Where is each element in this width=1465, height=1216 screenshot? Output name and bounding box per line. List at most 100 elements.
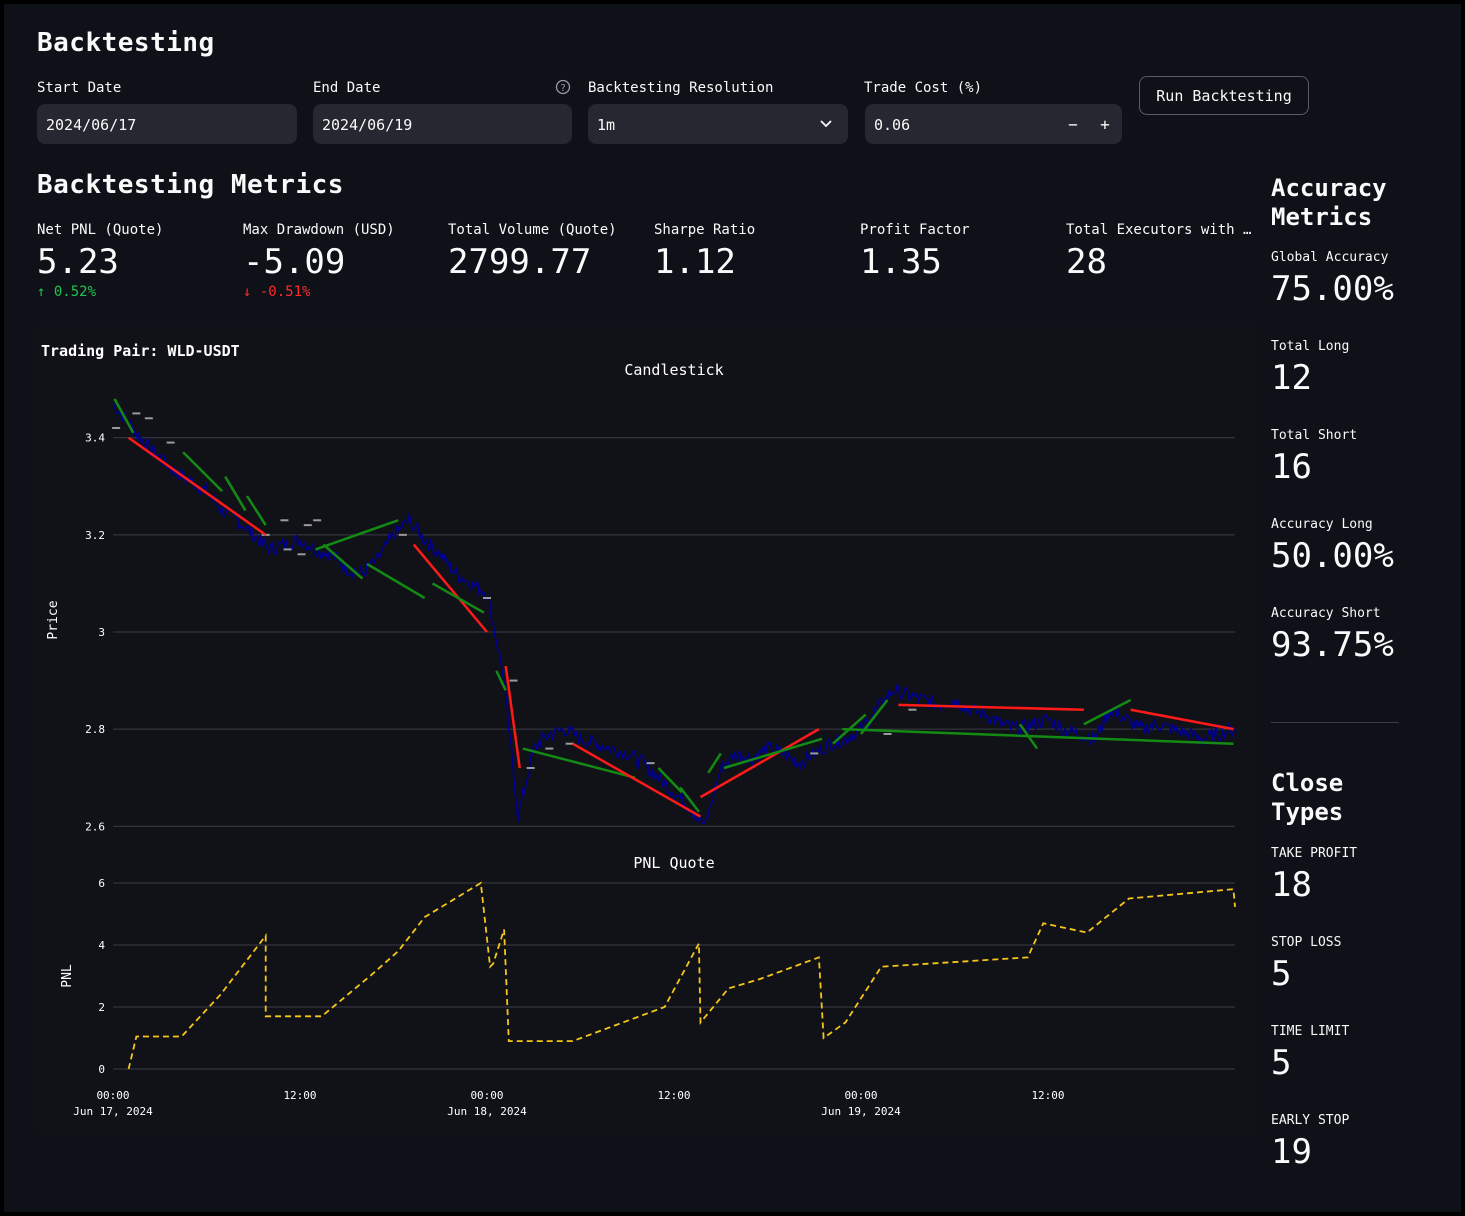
executor-short — [127, 436, 267, 536]
trade-cost-input[interactable]: 0.06 — [865, 104, 1122, 144]
metric-delta: ↓ -0.51% — [243, 284, 311, 300]
level-markers — [112, 412, 917, 769]
pnl-y-ticks: 6 4 2 0 — [98, 877, 105, 1076]
acc-total-short: Total Short 16 — [1271, 428, 1396, 487]
acc-label: Accuracy Short — [1271, 606, 1381, 621]
executor-long — [723, 737, 823, 770]
accuracy-title: Accuracy Metrics — [1271, 174, 1387, 231]
pnl-gridlines — [113, 882, 1235, 1070]
x-tick-sublabel: Jun 18, 2024 — [447, 1105, 527, 1118]
y-tick-label: 3 — [98, 626, 105, 639]
metric-delta: ↑ 0.52% — [37, 284, 97, 300]
acc-value: 93.75% — [1271, 625, 1394, 665]
x-tick-sublabel: Jun 19, 2024 — [821, 1105, 901, 1118]
metric-total-volume: Total Volume (Quote) 2799.77 — [448, 222, 638, 282]
resolution-select[interactable]: 1m — [588, 104, 848, 144]
trade-cost-label: Trade Cost (%) — [864, 80, 983, 96]
executor-long — [366, 562, 426, 600]
metric-label: Max Drawdown (USD) — [243, 222, 395, 238]
x-tick-label: 00:00 — [96, 1089, 129, 1102]
close-take-profit: TAKE PROFIT 18 — [1271, 846, 1396, 905]
metric-value: 1.12 — [654, 242, 736, 282]
x-tick-label: 12:00 — [1031, 1089, 1064, 1102]
close-time-limit: TIME LIMIT 5 — [1271, 1024, 1396, 1083]
executor-long — [860, 699, 889, 735]
executor-short — [412, 543, 488, 633]
metric-label: Sharpe Ratio — [654, 222, 756, 238]
acc-accuracy-short: Accuracy Short 93.75% — [1271, 606, 1396, 665]
start-date-label: Start Date — [37, 80, 122, 96]
executor-short — [572, 742, 702, 818]
acc-value: 16 — [1271, 447, 1312, 487]
metric-total-executors: Total Executors with Position 28 — [1066, 222, 1252, 282]
close-label: TIME LIMIT — [1271, 1024, 1350, 1039]
metric-value: 1.35 — [860, 242, 942, 282]
page-title: Backtesting — [37, 28, 215, 58]
close-value: 18 — [1271, 865, 1312, 905]
executor-long — [322, 543, 364, 580]
y-tick-label: 2.8 — [85, 723, 105, 736]
increment-button[interactable]: + — [1100, 115, 1110, 134]
executor-long — [842, 727, 1234, 745]
executor-long — [707, 752, 722, 774]
resolution-label: Backtesting Resolution — [588, 80, 774, 96]
help-icon[interactable]: ? — [555, 79, 571, 95]
end-date-label: End Date — [313, 80, 381, 96]
metric-label: Total Executors with Position — [1066, 222, 1252, 238]
executor-long — [1083, 698, 1132, 726]
end-date-input[interactable]: 2024/06/19 — [313, 104, 572, 144]
price-gridlines — [113, 437, 1235, 827]
trading-pair-label: Trading Pair: WLD-USDT — [41, 342, 240, 360]
pnl-axis-label: PNL — [60, 964, 75, 988]
metric-profit-factor: Profit Factor 1.35 — [860, 222, 1050, 282]
x-tick-label: 00:00 — [470, 1089, 503, 1102]
close-label: TAKE PROFIT — [1271, 846, 1358, 861]
price-line — [112, 403, 1236, 826]
acc-label: Total Short — [1271, 428, 1358, 443]
acc-label: Total Long — [1271, 339, 1350, 354]
candlestick-title: Candlestick — [624, 361, 723, 379]
x-ticks: 00:00 Jun 17, 2024 12:00 00:00 Jun 18, 2024 1… — [73, 1089, 1064, 1118]
y-tick-label: 2.6 — [85, 820, 105, 833]
executor-short — [898, 703, 1084, 711]
metric-sharpe-ratio: Sharpe Ratio 1.12 — [654, 222, 844, 282]
metric-value: 28 — [1066, 242, 1107, 282]
y-tick-label: 4 — [98, 939, 105, 952]
metrics-title: Backtesting Metrics — [37, 170, 344, 200]
y-tick-label: 0 — [98, 1063, 105, 1076]
executor-long — [1018, 723, 1039, 750]
executor-long — [679, 786, 700, 813]
y-tick-label: 3.4 — [85, 432, 105, 445]
x-tick-sublabel: Jun 17, 2024 — [73, 1105, 153, 1118]
y-tick-label: 2 — [98, 1001, 105, 1014]
executor-long — [522, 747, 636, 779]
start-date-input[interactable]: 2024/06/17 — [37, 104, 297, 144]
close-types-title: Close Types — [1271, 769, 1344, 826]
metric-label: Profit Factor — [860, 222, 970, 238]
acc-value: 75.00% — [1271, 269, 1394, 309]
metric-label: Net PNL (Quote) — [37, 222, 164, 238]
metric-label: Total Volume (Quote) — [448, 222, 617, 238]
acc-label: Accuracy Long — [1271, 517, 1373, 532]
executor-long — [495, 670, 507, 691]
arrow-up-icon: ↑ — [37, 284, 46, 300]
run-backtesting-button[interactable]: Run Backtesting — [1139, 76, 1309, 115]
x-tick-label: 12:00 — [657, 1089, 690, 1102]
executor-long — [224, 475, 247, 512]
close-value: 5 — [1271, 954, 1292, 994]
decrement-button[interactable]: − — [1068, 115, 1078, 134]
metric-net-pnl: Net PNL (Quote) 5.23 ↑ 0.52% — [37, 222, 227, 300]
x-tick-label: 00:00 — [844, 1089, 877, 1102]
svg-text:?: ? — [560, 83, 566, 94]
metric-value: 5.23 — [37, 242, 119, 282]
executor-long — [315, 519, 399, 551]
close-early-stop: EARLY STOP 19 — [1271, 1113, 1396, 1172]
pnl-series — [127, 881, 1236, 1070]
backtest-chart[interactable]: 3.4 3.2 3 2.8 2.6 6 4 2 0 00:00 Jun 17, 2024 12:0… — [37, 326, 1257, 1132]
metric-max-drawdown: Max Drawdown (USD) -5.09 ↓ -0.51% — [243, 222, 433, 300]
metric-value: 2799.77 — [448, 242, 592, 282]
acc-global-accuracy: Global Accuracy 75.00% — [1271, 250, 1396, 309]
executor-short — [699, 728, 820, 799]
price-y-ticks: 3.4 3.2 3 2.8 2.6 — [85, 432, 105, 834]
close-label: STOP LOSS — [1271, 935, 1342, 950]
